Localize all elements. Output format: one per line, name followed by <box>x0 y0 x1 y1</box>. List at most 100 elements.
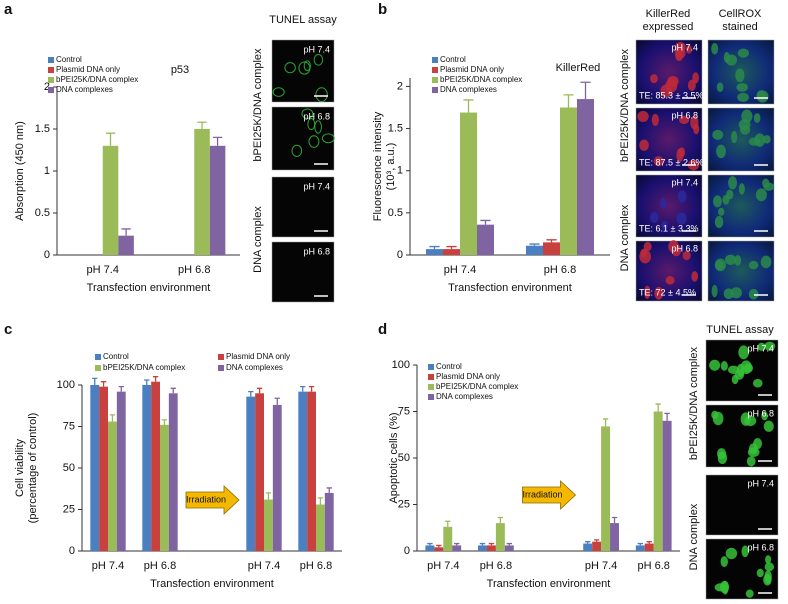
x-tick-label: pH 7.4 <box>87 264 119 276</box>
error-bar <box>463 99 474 113</box>
cell <box>723 52 730 63</box>
cell <box>665 276 675 285</box>
y-tick-label: 0 <box>69 545 75 557</box>
bar <box>443 249 460 255</box>
bar <box>298 391 308 551</box>
image-label: pH 6.8 <box>747 542 774 552</box>
legend-label: bPEI25K/DNA complex <box>436 382 518 391</box>
error-bar <box>248 390 254 397</box>
cell <box>760 255 772 269</box>
legend-swatch <box>95 354 101 360</box>
annotation: Irradiation <box>186 494 226 504</box>
legend-label: Control <box>436 362 462 371</box>
row-label: DNA complex <box>619 204 631 271</box>
bar <box>495 523 505 551</box>
error-bar <box>317 497 324 505</box>
cell <box>660 197 667 210</box>
error-bar <box>121 228 131 236</box>
bar <box>653 411 663 551</box>
y-axis-label: (10³, a.u.) <box>385 143 397 191</box>
legend-swatch <box>428 384 434 390</box>
cell <box>693 123 700 135</box>
cell <box>661 220 668 231</box>
bar <box>477 224 494 255</box>
image-label: pH 7.4 <box>747 478 774 488</box>
error-bar <box>454 542 460 546</box>
y-tick-label: 1.5 <box>388 122 403 134</box>
te-label: TE: 85.3 ± 3.5% <box>639 90 703 100</box>
y-tick-label: 1.5 <box>35 123 50 135</box>
error-bar <box>161 419 168 425</box>
cell <box>748 260 759 270</box>
irradiation-arrow <box>185 485 240 515</box>
cell <box>716 144 726 159</box>
cell <box>650 211 659 223</box>
y-tick-label: 50 <box>398 452 410 464</box>
y-tick-label: 0 <box>44 249 50 261</box>
y-tick-label: 50 <box>63 462 75 474</box>
image-label: pH 6.8 <box>303 111 330 121</box>
cell <box>748 137 761 146</box>
cell <box>748 288 759 300</box>
legend-swatch <box>432 57 438 63</box>
cell <box>653 156 664 167</box>
bar <box>324 492 334 551</box>
y-tick-label: 100 <box>57 379 75 391</box>
cell <box>717 451 728 465</box>
cell <box>678 147 686 158</box>
error-bar <box>212 136 223 146</box>
legend-label: DNA complexes <box>436 392 493 401</box>
bar <box>151 381 160 551</box>
cell <box>314 120 322 134</box>
legend-label: bPEI25K/DNA complex <box>440 75 522 84</box>
micrograph <box>705 474 779 536</box>
cell <box>674 47 686 59</box>
row-label: DNA complex <box>252 206 264 273</box>
cell <box>723 288 734 300</box>
legend-label: DNA complexes <box>226 363 283 372</box>
cell <box>745 589 754 598</box>
error-bar <box>497 516 504 524</box>
legend-swatch <box>432 87 438 93</box>
legend-label: Control <box>56 55 82 64</box>
column-label: expressed <box>643 21 694 33</box>
legend-swatch <box>218 354 224 360</box>
y-tick-label: 25 <box>63 503 75 515</box>
panel-label: a <box>4 1 13 18</box>
bar <box>434 547 444 551</box>
error-bar <box>611 516 618 524</box>
cell <box>740 360 752 375</box>
y-tick-label: 75 <box>398 405 410 417</box>
bar <box>102 145 119 255</box>
image-label: pH 7.4 <box>671 177 698 187</box>
cell <box>711 284 718 298</box>
legend-label: bPEI25K/DNA complex <box>103 363 185 372</box>
cell <box>737 92 749 102</box>
x-tick-label: pH 6.8 <box>480 560 512 572</box>
y-axis-label: Cell viability <box>14 438 26 497</box>
cell <box>719 580 730 594</box>
cell <box>308 135 320 148</box>
y-tick-label: 0.5 <box>35 207 50 219</box>
bar <box>209 145 226 255</box>
cell <box>740 412 751 426</box>
legend-label: DNA complexes <box>440 85 497 94</box>
x-axis-label: Transfection environment <box>487 578 611 590</box>
bar <box>426 249 443 255</box>
cell <box>730 287 742 299</box>
bar <box>116 391 126 551</box>
y-tick-label: 2 <box>44 81 50 93</box>
bar <box>118 235 134 255</box>
image-label: pH 7.4 <box>303 181 330 191</box>
bar <box>246 396 256 551</box>
bar <box>160 424 169 551</box>
cell <box>736 83 748 92</box>
cell <box>712 411 724 426</box>
micrograph <box>271 241 335 303</box>
image-label: pH 6.8 <box>747 408 774 418</box>
y-tick-label: 25 <box>398 498 410 510</box>
legend-label: bPEI25K/DNA complex <box>56 75 138 84</box>
irradiation-arrow <box>522 480 577 510</box>
error-bar <box>480 219 491 225</box>
